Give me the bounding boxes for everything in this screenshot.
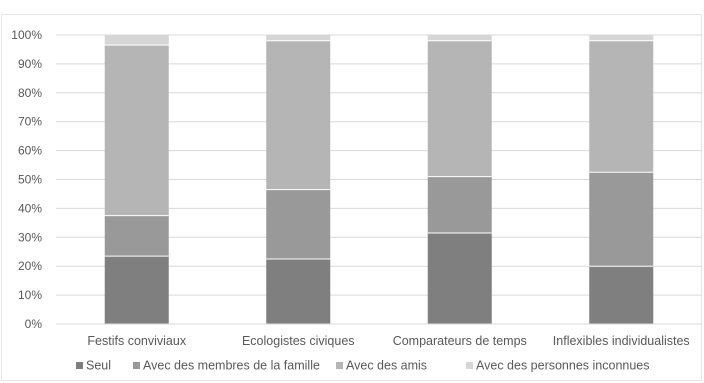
legend: Seul Avec des membres de la famille Avec d… bbox=[76, 359, 650, 373]
y-tick-label: 90% bbox=[18, 57, 42, 71]
legend-label: Avec des personnes inconnues bbox=[476, 359, 650, 373]
bar-segment bbox=[589, 266, 654, 324]
legend-label: Avec des amis bbox=[346, 359, 427, 373]
legend-swatch bbox=[466, 362, 473, 369]
bar-segment bbox=[427, 35, 492, 41]
legend-swatch bbox=[76, 362, 83, 369]
axes: 0% 10% 20% 30% 40% 50% 60% 70% 80% 90% 100% Festifs… bbox=[11, 28, 702, 348]
y-tick-label: 80% bbox=[18, 86, 42, 100]
y-tick-label: 0% bbox=[25, 317, 43, 331]
bar-segment bbox=[589, 35, 654, 41]
y-tick-label: 40% bbox=[18, 201, 42, 215]
legend-swatch bbox=[336, 362, 343, 369]
bar-segment bbox=[104, 35, 169, 46]
y-tick-label: 60% bbox=[18, 144, 42, 158]
bar-segment bbox=[104, 215, 169, 257]
y-tick-label: 20% bbox=[18, 259, 42, 273]
chart-frame bbox=[1, 14, 702, 381]
bar-segment bbox=[589, 172, 654, 267]
y-tick-label: 100% bbox=[11, 28, 42, 42]
bars bbox=[104, 35, 654, 324]
bar-segment bbox=[266, 40, 331, 190]
bar-segment bbox=[266, 35, 331, 41]
bar-segment bbox=[266, 258, 331, 324]
y-tick-label: 50% bbox=[18, 173, 42, 187]
legend-label: Seul bbox=[86, 359, 111, 373]
bar-segment bbox=[104, 256, 169, 324]
y-tick-label: 70% bbox=[18, 115, 42, 129]
bar-segment bbox=[589, 40, 654, 173]
bar-segment bbox=[266, 189, 331, 259]
bar-segment bbox=[104, 45, 169, 216]
bar-segment bbox=[427, 232, 492, 324]
x-category-label: Festifs conviviaux bbox=[87, 334, 186, 348]
x-category-label: Inflexibles individualistes bbox=[553, 334, 690, 348]
legend-label: Avec des membres de la famille bbox=[143, 359, 320, 373]
bar-segment bbox=[427, 40, 492, 177]
bar-segment bbox=[427, 176, 492, 233]
y-tick-label: 10% bbox=[18, 288, 42, 302]
y-tick-label: 30% bbox=[18, 230, 42, 244]
legend-swatch bbox=[133, 362, 140, 369]
x-category-label: Ecologistes civiques bbox=[242, 334, 355, 348]
x-category-label: Comparateurs de temps bbox=[393, 334, 527, 348]
